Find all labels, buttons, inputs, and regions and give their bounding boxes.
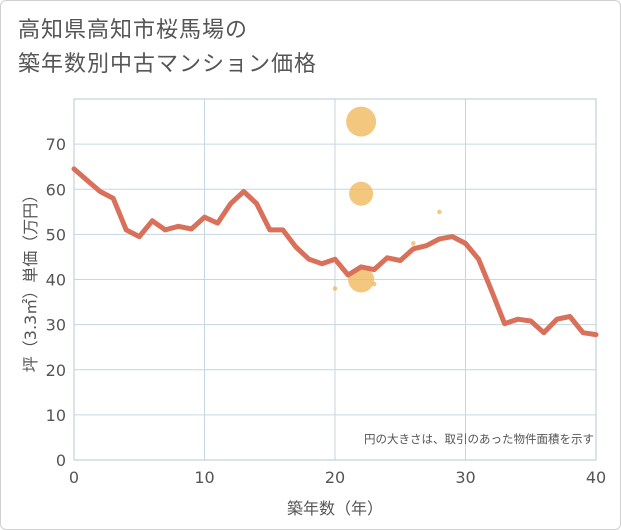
plot-area: [73, 98, 597, 461]
x-axis-ticks: 0 10 20 30 40: [69, 468, 606, 487]
transaction-bubble: [371, 281, 377, 287]
transaction-bubble: [349, 181, 374, 206]
chart-title-line2: 築年数別中古マンション価格: [18, 52, 318, 77]
y-axis-label: 坪（3.3㎡）単価（万円）: [21, 187, 40, 372]
transaction-bubble: [332, 286, 338, 291]
y-axis-ticks: 0 10 20 30 40 50 60 70: [46, 135, 66, 470]
y-tick-label: 0: [56, 451, 66, 470]
y-tick-label: 70: [46, 135, 66, 154]
y-tick-label: 40: [46, 271, 66, 290]
x-axis-label: 築年数（年）: [287, 499, 383, 518]
x-tick-label: 40: [586, 468, 606, 487]
chart-title-line1: 高知県高知市桜馬場の: [18, 18, 249, 43]
transaction-bubble: [437, 209, 442, 215]
y-tick-label: 60: [46, 180, 66, 199]
transaction-bubble: [346, 106, 377, 137]
x-tick-label: 30: [455, 468, 475, 487]
chart-title: 高知県高知市桜馬場の 築年数別中古マンション価格: [18, 14, 317, 82]
x-tick-label: 20: [325, 468, 345, 487]
y-tick-label: 30: [46, 316, 66, 335]
x-tick-label: 10: [194, 468, 214, 487]
bubble-layer: [332, 106, 442, 293]
x-tick-label: 0: [69, 468, 79, 487]
bubble-size-note: 円の大きさは、取引のあった物件面積を示す: [364, 432, 594, 446]
y-tick-label: 50: [46, 225, 66, 244]
price-series-line: [71, 166, 599, 338]
y-tick-label: 20: [46, 361, 66, 380]
y-tick-label: 10: [46, 406, 66, 425]
grid-lines: [73, 99, 597, 461]
transaction-bubble: [411, 241, 416, 246]
